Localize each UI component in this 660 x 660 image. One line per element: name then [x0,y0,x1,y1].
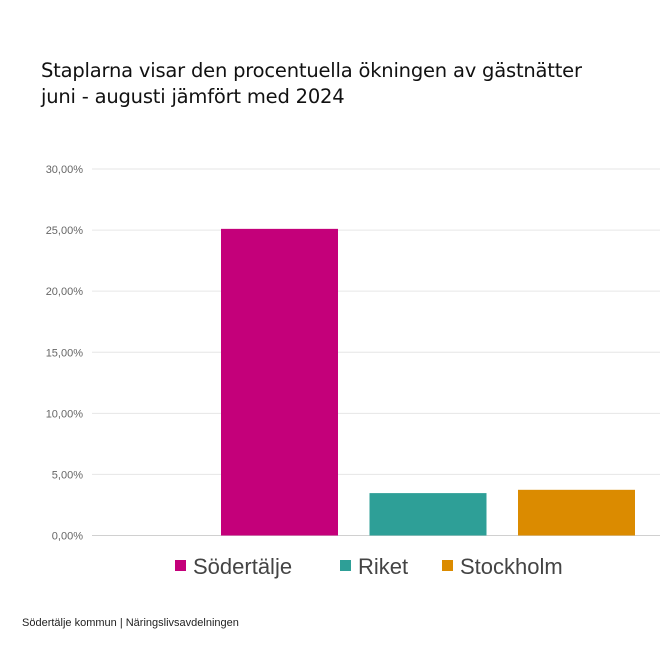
legend-label: Stockholm [460,554,563,579]
legend-label: Riket [358,554,408,579]
y-tick-label: 0,00% [52,531,83,543]
legend-swatch [442,560,453,571]
bar-stockholm [518,489,635,536]
y-tick-label: 30,00% [46,164,84,176]
title-line-1: Staplarna visar den procentuella ökninge… [41,59,582,82]
title-line-2: juni - augusti jämfört med 2024 [41,85,345,108]
y-tick-label: 15,00% [46,347,84,359]
chart-title: Staplarna visar den procentuella ökninge… [41,58,582,110]
y-tick-label: 10,00% [46,408,84,420]
bar-södertälje [221,228,338,536]
y-tick-label: 20,00% [46,286,84,298]
y-tick-label: 25,00% [46,225,84,237]
legend-label: Södertälje [193,554,292,579]
legend-swatch [340,560,351,571]
footer-source: Södertälje kommun | Näringslivsavdelning… [22,617,239,629]
legend-swatch [175,560,186,571]
bar-riket [369,493,487,536]
y-tick-label: 5,00% [52,469,83,481]
